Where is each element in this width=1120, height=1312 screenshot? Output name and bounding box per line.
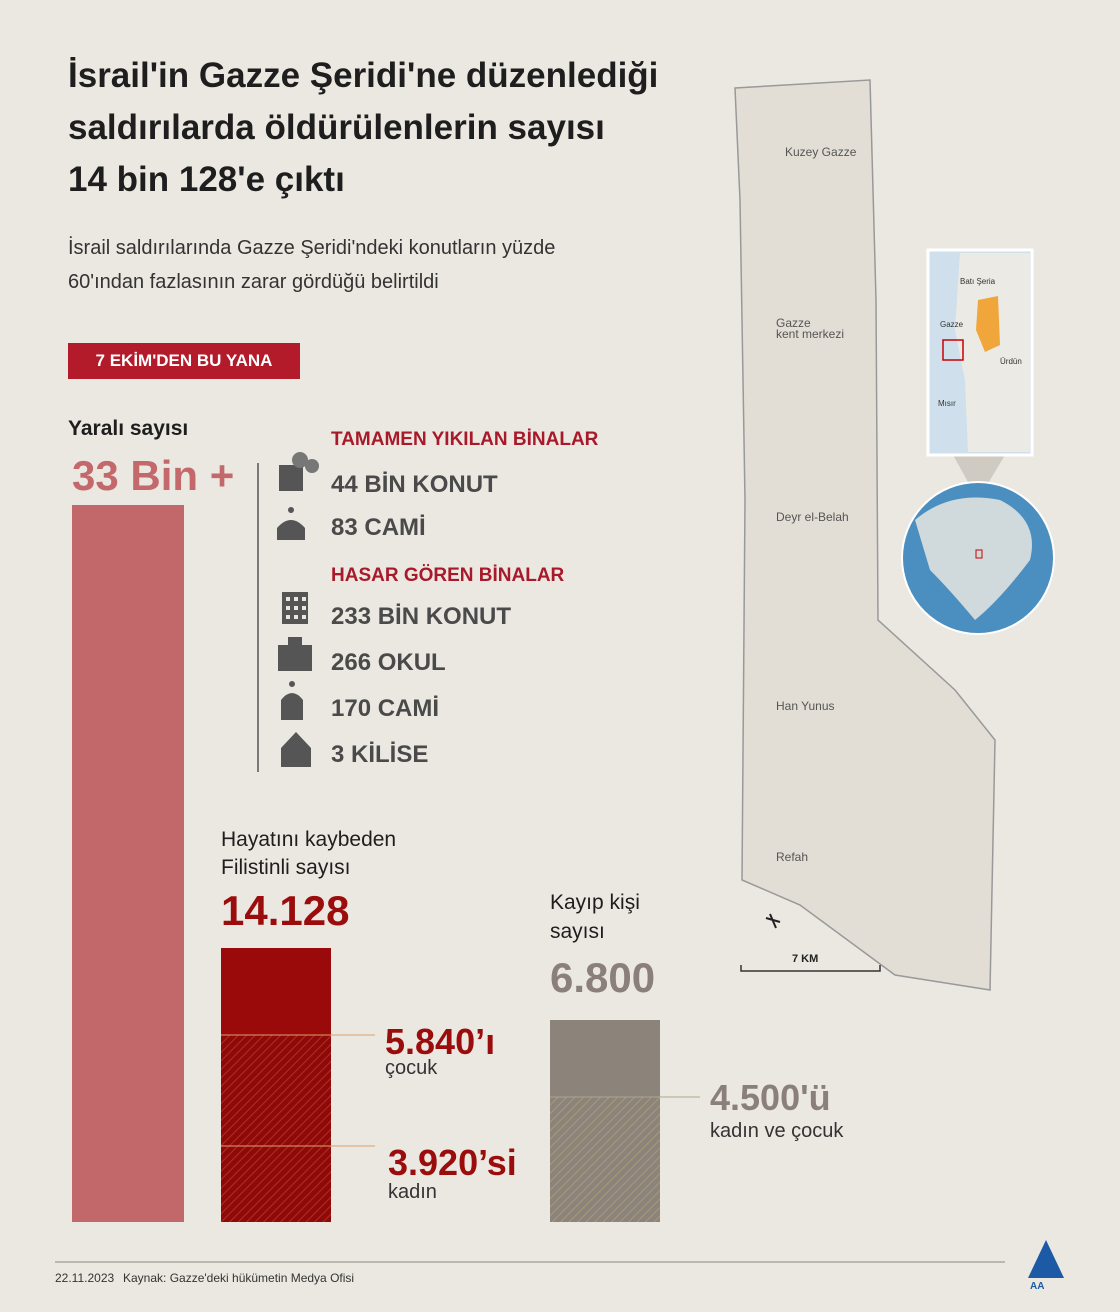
- west-bank: [976, 296, 1000, 352]
- region-label: Gazze: [776, 316, 811, 330]
- children-label: çocuk: [385, 1057, 438, 1079]
- globe-land: [915, 497, 1032, 620]
- killed-label: Hayatını kaybeden: [221, 828, 397, 851]
- region-label: Deyr el-Belah: [776, 510, 849, 524]
- killed-value: 14.128: [221, 887, 350, 934]
- title: 14 bin 128'e çıktı: [68, 160, 345, 199]
- inset-label: Ürdün: [1000, 357, 1022, 366]
- section-title: HASAR GÖREN BİNALAR: [331, 565, 565, 586]
- wounded-value: 33 Bin +: [72, 452, 235, 499]
- subtitle: 60'ından fazlasının zarar gördüğü belirt…: [68, 271, 439, 293]
- children-bar: [221, 1035, 331, 1146]
- stat: 44 BİN KONUT: [331, 471, 498, 498]
- women-bar: [221, 1146, 331, 1222]
- footer-source: Kaynak: Gazze'deki hükümetin Medya Ofisi: [123, 1271, 355, 1285]
- inset-marker: [942, 339, 964, 361]
- missing-value: 6.800: [550, 954, 656, 1001]
- region-label: Refah: [776, 850, 809, 864]
- women-label: kadın: [388, 1181, 437, 1203]
- globe-marker: [975, 549, 983, 559]
- stat: 3 KİLİSE: [331, 741, 429, 768]
- title: saldırılarda öldürülenlerin sayısı: [68, 108, 605, 147]
- inset-label: Mısır: [938, 399, 956, 408]
- footer-date: 22.11.2023: [55, 1271, 115, 1285]
- wounded-label: Yaralı sayısı: [68, 417, 189, 440]
- missing-label: sayısı: [550, 920, 605, 943]
- title: İsrail'in Gazze Şeridi'ne düzenlediği: [68, 56, 659, 95]
- badge: 7 EKİM'DEN BU YANA: [68, 343, 300, 379]
- stat: 266 OKUL: [331, 649, 446, 676]
- inset-label: Gazze: [940, 320, 964, 329]
- scale-label: 7 KM: [792, 953, 819, 965]
- icon-windows: [286, 597, 306, 619]
- scale-bar: [740, 965, 881, 972]
- missing-label: Kayıp kişi: [550, 891, 640, 914]
- wounded-bar: [72, 505, 184, 1222]
- stat: 233 BİN KONUT: [331, 603, 512, 630]
- missing-bar-top: [550, 1020, 660, 1097]
- women-value: 3.920’si: [388, 1142, 517, 1183]
- killed-label: Filistinli sayısı: [221, 856, 351, 879]
- connector-cone: [953, 455, 1005, 500]
- region-label: Kuzey Gazze: [785, 145, 857, 159]
- inset-land: [955, 253, 1030, 452]
- missing-breakdown-label: kadın ve çocuk: [710, 1120, 844, 1142]
- stat: 83 CAMİ: [331, 514, 426, 541]
- children-value: 5.840’ı: [385, 1021, 496, 1062]
- gaza-map: [734, 79, 996, 991]
- region-label: kent merkezi: [776, 327, 845, 341]
- north-arrow: [765, 913, 781, 929]
- logo: AA: [1030, 1281, 1045, 1292]
- missing-breakdown-value: 4.500'ü: [710, 1077, 831, 1118]
- section-title: TAMAMEN YIKILAN BİNALAR: [331, 429, 599, 450]
- killed-bar-top: [221, 948, 331, 1035]
- inset-label: Batı Şeria: [960, 277, 996, 286]
- missing-breakdown-bar: [550, 1097, 660, 1222]
- logo-mark: [1028, 1240, 1064, 1278]
- region-label: Han Yunus: [776, 699, 835, 713]
- stat: 170 CAMİ: [331, 695, 440, 722]
- subtitle: İsrail saldırılarında Gazze Şeridi'ndeki…: [68, 237, 556, 259]
